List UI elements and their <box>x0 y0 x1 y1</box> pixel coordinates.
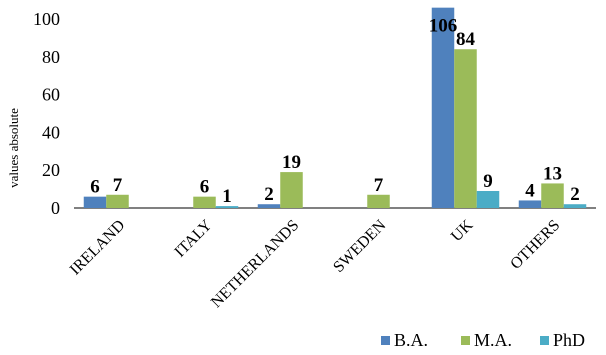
category-label: UK <box>448 216 477 245</box>
data-label: 2 <box>264 184 274 205</box>
data-label: 1 <box>222 186 232 207</box>
bar <box>563 204 587 208</box>
y-axis-label: values absolute <box>6 108 21 188</box>
data-label: 19 <box>282 152 301 173</box>
data-label: 6 <box>90 177 100 198</box>
legend-entry: M.A. <box>474 330 512 350</box>
bar <box>215 206 239 208</box>
y-tick-label: 40 <box>42 122 60 142</box>
legend-entry: B.A. <box>394 330 428 350</box>
bar <box>280 172 303 208</box>
data-label: 13 <box>543 163 562 184</box>
data-label: 4 <box>525 180 535 201</box>
bar <box>367 194 390 208</box>
bar <box>476 190 500 208</box>
category-label: IRELAND <box>67 217 129 279</box>
category-label: ITALY <box>171 216 215 260</box>
bar <box>257 204 281 208</box>
y-axis-ticks: 0 20 40 60 80 100 <box>33 9 60 218</box>
data-label: 7 <box>113 175 123 196</box>
legend: B.A. M.A. PhD <box>381 330 585 350</box>
y-tick-label: 0 <box>51 198 60 218</box>
bar <box>83 196 107 208</box>
legend-swatch <box>540 336 549 345</box>
category-label: NETHERLANDS <box>208 217 302 311</box>
data-label: 9 <box>483 171 493 192</box>
bar <box>541 183 564 208</box>
legend-swatch <box>381 336 390 345</box>
data-label: 84 <box>456 29 476 50</box>
data-label: 7 <box>374 175 384 196</box>
category-label: OTHERS <box>507 217 563 273</box>
y-tick-label: 60 <box>42 85 60 105</box>
bar <box>193 196 216 208</box>
legend-swatch <box>461 336 470 345</box>
legend-entry: PhD <box>553 330 585 350</box>
bar <box>106 194 129 208</box>
data-label: 6 <box>200 177 210 198</box>
data-label: 106 <box>429 16 458 37</box>
category-label: SWEDEN <box>330 216 389 275</box>
y-tick-label: 80 <box>42 47 60 67</box>
bar <box>454 49 477 208</box>
y-axis-label-group: values absolute <box>6 108 21 188</box>
bars <box>83 7 587 208</box>
y-tick-label: 20 <box>42 160 60 180</box>
bar <box>431 7 455 208</box>
data-label: 2 <box>570 184 580 205</box>
y-tick-label: 100 <box>33 9 60 29</box>
bar <box>518 200 542 208</box>
